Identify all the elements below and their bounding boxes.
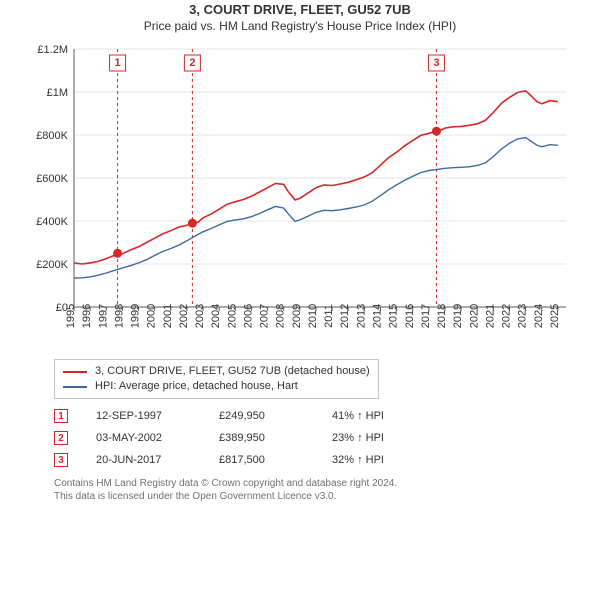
legend-row: 3, COURT DRIVE, FLEET, GU52 7UB (detache… <box>63 364 370 379</box>
legend-swatch-blue <box>63 386 87 388</box>
x-tick-label: 1996 <box>81 304 93 328</box>
sales-table: 1 12-SEP-1997 £249,950 41% ↑ HPI 2 03-MA… <box>54 405 580 471</box>
x-tick-label: 1995 <box>65 304 77 328</box>
x-tick-label: 2010 <box>307 304 319 328</box>
x-tick-label: 2012 <box>339 304 351 328</box>
x-tick-label: 2018 <box>436 304 448 328</box>
table-row: 1 12-SEP-1997 £249,950 41% ↑ HPI <box>54 405 580 427</box>
sale-pct: 23% ↑ HPI <box>332 432 384 444</box>
x-tick-label: 2013 <box>355 304 367 328</box>
x-tick-label: 2023 <box>517 304 529 328</box>
x-tick-label: 2021 <box>484 304 496 328</box>
x-tick-label: 2022 <box>501 304 513 328</box>
legend-row: HPI: Average price, detached house, Hart <box>63 379 370 394</box>
x-tick-label: 2020 <box>468 304 480 328</box>
footer: Contains HM Land Registry data © Crown c… <box>54 477 580 503</box>
chart-area: £0£200K£400K£600K£800K£1M£1.2M1995199619… <box>20 43 580 353</box>
x-tick-label: 2001 <box>162 304 174 328</box>
x-tick-label: 1998 <box>113 304 125 328</box>
x-tick-label: 2015 <box>388 304 400 328</box>
y-tick-label: £400K <box>36 216 68 228</box>
legend-label: HPI: Average price, detached house, Hart <box>95 379 298 394</box>
legend-label: 3, COURT DRIVE, FLEET, GU52 7UB (detache… <box>95 364 370 379</box>
sale-price: £249,950 <box>219 410 304 422</box>
x-tick-label: 2024 <box>533 304 545 328</box>
table-row: 3 20-JUN-2017 £817,500 32% ↑ HPI <box>54 449 580 471</box>
x-tick-label: 2000 <box>146 304 158 328</box>
x-tick-label: 2009 <box>291 304 303 328</box>
series-price-paid <box>74 91 558 264</box>
y-tick-label: £1M <box>47 87 68 99</box>
table-row: 2 03-MAY-2002 £389,950 23% ↑ HPI <box>54 427 580 449</box>
sale-number-badge: 2 <box>54 431 68 445</box>
x-tick-label: 2007 <box>259 304 271 328</box>
footer-line: This data is licensed under the Open Gov… <box>54 490 580 503</box>
chart-svg: £0£200K£400K£600K£800K£1M£1.2M1995199619… <box>20 43 580 353</box>
x-tick-label: 2003 <box>194 304 206 328</box>
x-tick-label: 2025 <box>549 304 561 328</box>
x-tick-label: 1999 <box>130 304 142 328</box>
sale-pct: 32% ↑ HPI <box>332 454 384 466</box>
sale-pct: 41% ↑ HPI <box>332 410 384 422</box>
sale-badge-number: 3 <box>433 57 439 69</box>
sale-number-badge: 1 <box>54 409 68 423</box>
y-tick-label: £600K <box>36 173 68 185</box>
legend: 3, COURT DRIVE, FLEET, GU52 7UB (detache… <box>54 359 379 399</box>
x-tick-label: 2016 <box>404 304 416 328</box>
x-tick-label: 2011 <box>323 304 335 328</box>
sale-date: 20-JUN-2017 <box>96 454 191 466</box>
sale-price: £817,500 <box>219 454 304 466</box>
y-tick-label: £200K <box>36 259 68 271</box>
series-hpi <box>74 138 558 278</box>
x-tick-label: 2002 <box>178 304 190 328</box>
x-tick-label: 2019 <box>452 304 464 328</box>
page-root: 3, COURT DRIVE, FLEET, GU52 7UB Price pa… <box>0 0 600 590</box>
x-tick-label: 2004 <box>210 304 222 328</box>
chart-titles: 3, COURT DRIVE, FLEET, GU52 7UB Price pa… <box>0 0 600 33</box>
x-tick-label: 2006 <box>242 304 254 328</box>
x-tick-label: 1997 <box>97 304 109 328</box>
y-tick-label: £800K <box>36 130 68 142</box>
legend-swatch-red <box>63 371 87 373</box>
sale-badge-number: 2 <box>189 57 195 69</box>
x-tick-label: 2014 <box>371 304 383 328</box>
chart-subtitle: Price paid vs. HM Land Registry's House … <box>0 19 600 33</box>
chart-title: 3, COURT DRIVE, FLEET, GU52 7UB <box>0 2 600 17</box>
sale-number-badge: 3 <box>54 453 68 467</box>
x-tick-label: 2005 <box>226 304 238 328</box>
y-tick-label: £1.2M <box>37 44 68 56</box>
sale-date: 03-MAY-2002 <box>96 432 191 444</box>
x-tick-label: 2017 <box>420 304 432 328</box>
footer-line: Contains HM Land Registry data © Crown c… <box>54 477 580 490</box>
sale-price: £389,950 <box>219 432 304 444</box>
x-tick-label: 2008 <box>275 304 287 328</box>
sale-date: 12-SEP-1997 <box>96 410 191 422</box>
sale-badge-number: 1 <box>114 57 120 69</box>
